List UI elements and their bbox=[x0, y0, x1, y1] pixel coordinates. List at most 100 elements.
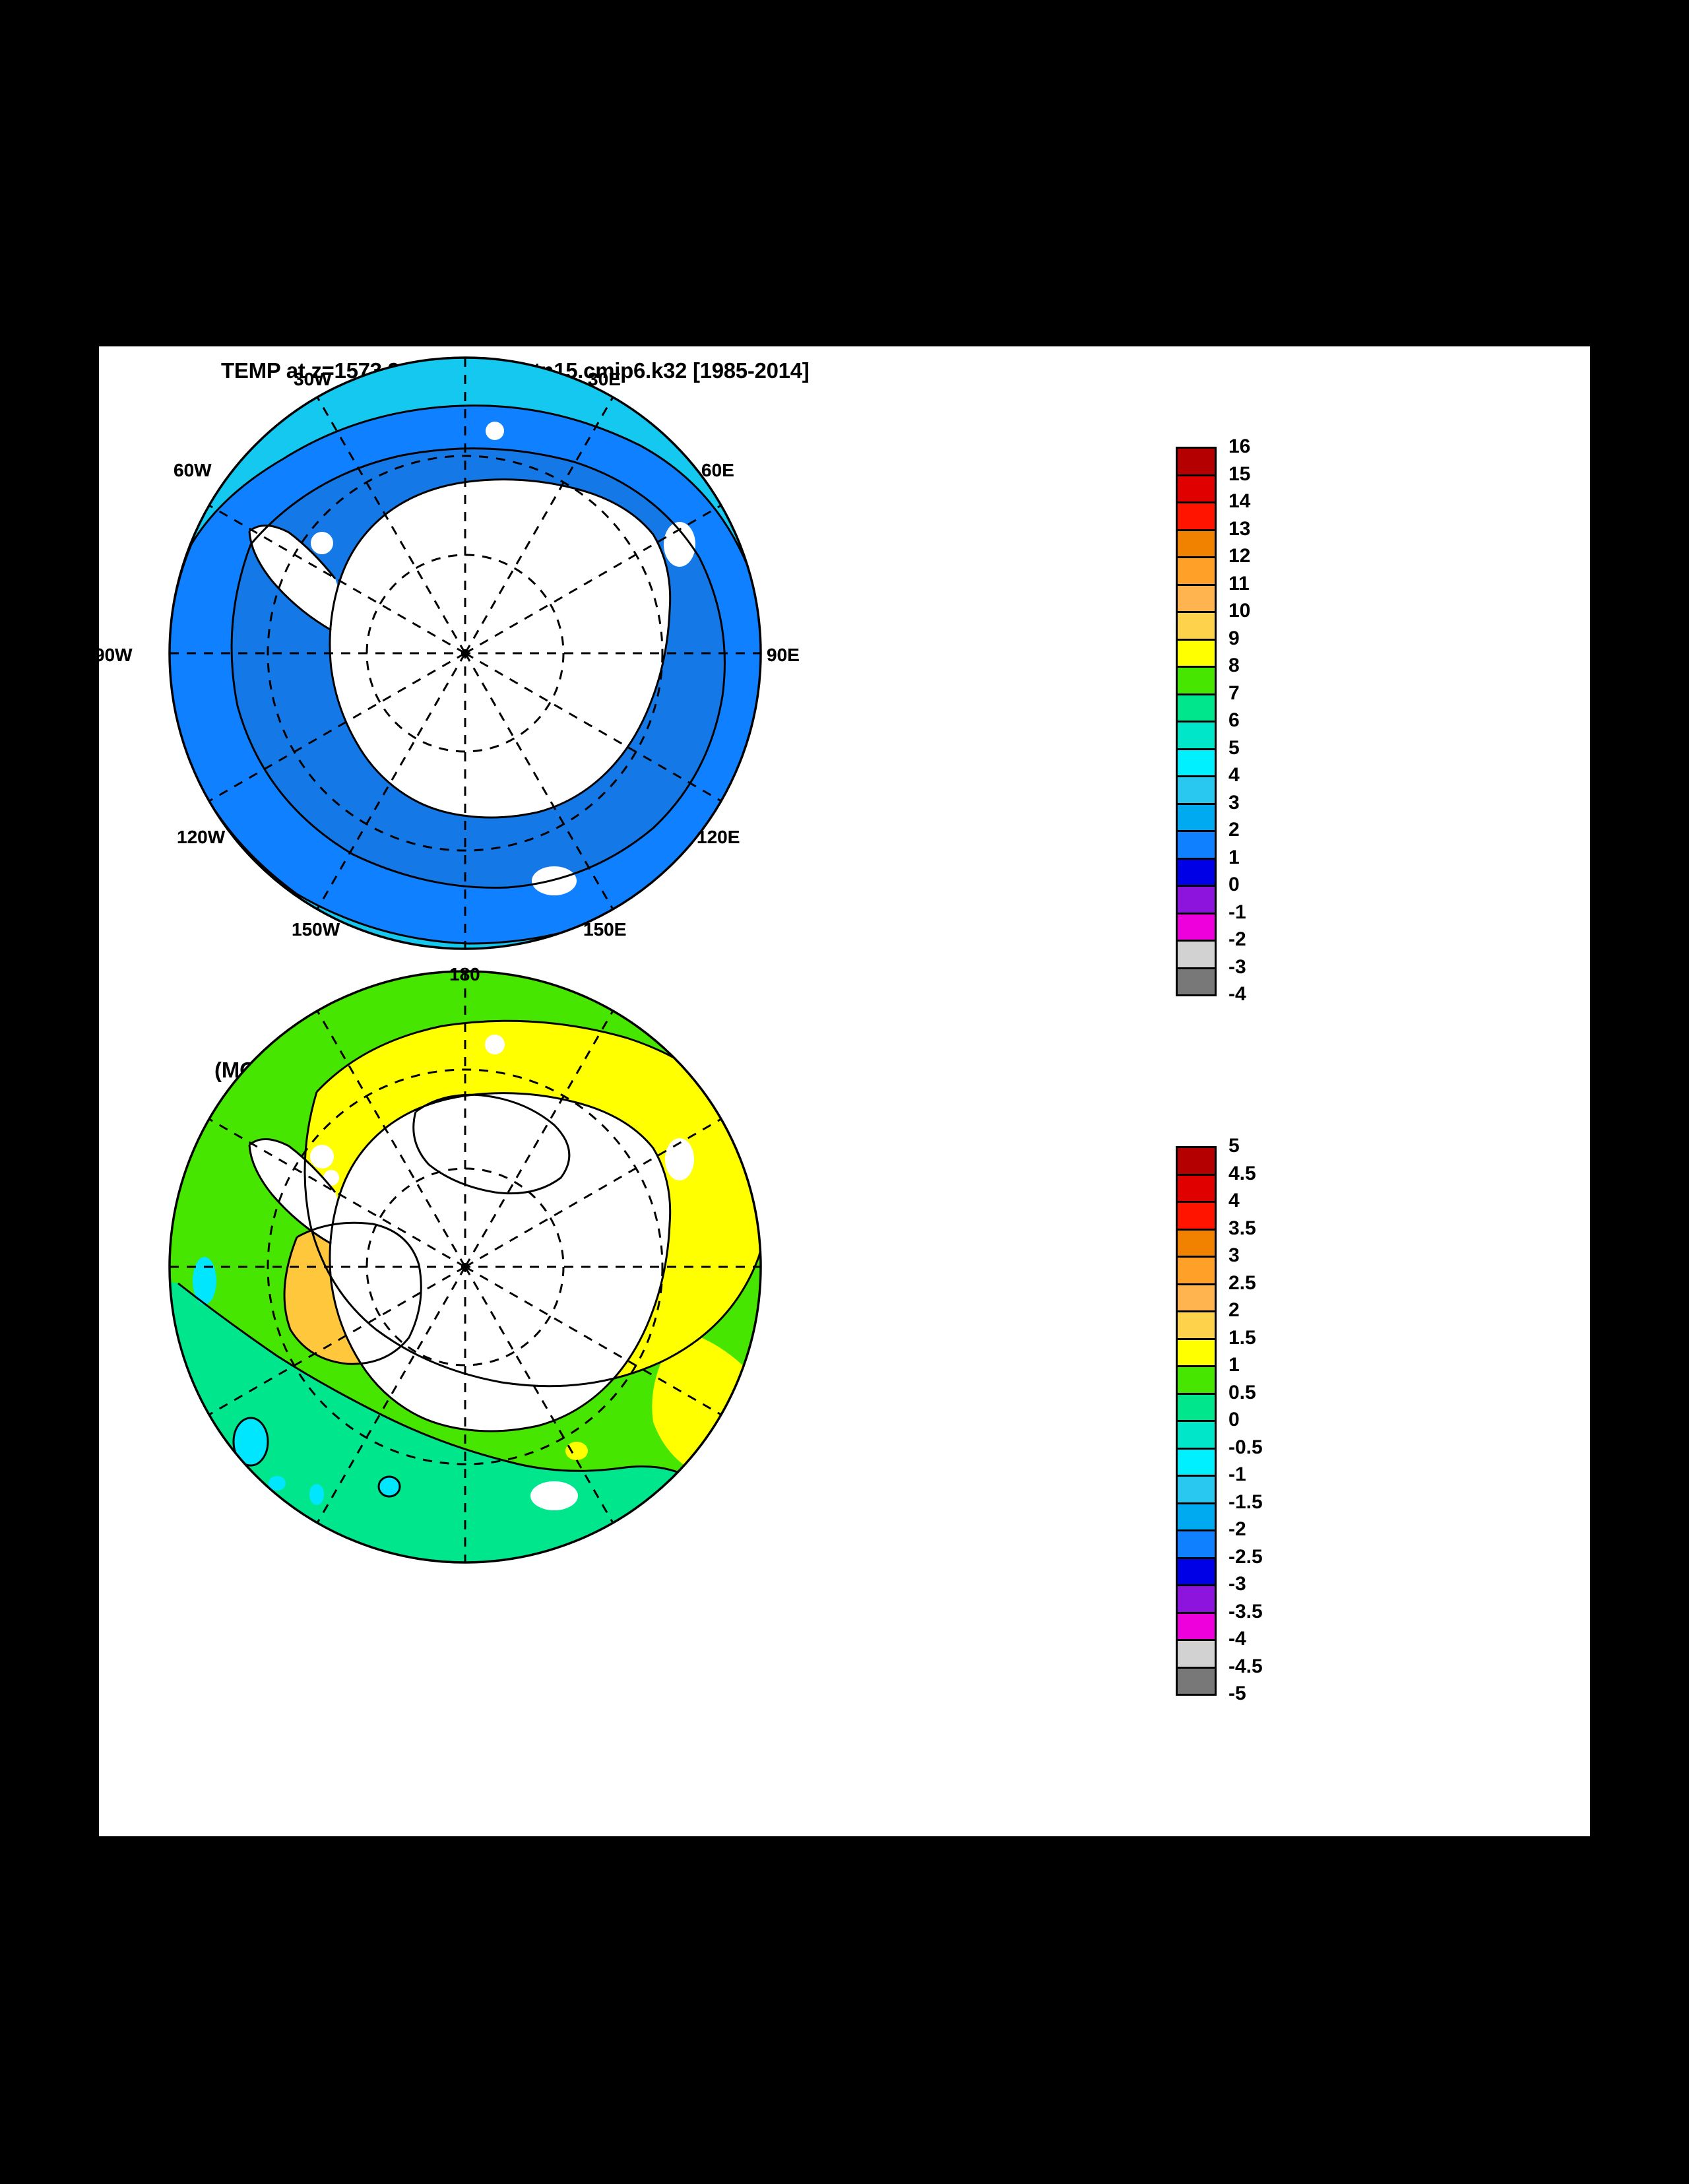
colorbar-diff-swatch-1 bbox=[1176, 1173, 1217, 1203]
colorbar-model-temperature: 16 15 14 13 12 11 10 9 8 7 6 5 4 3 2 1 0 -1 -2 -3 -4 bbox=[1155, 419, 1353, 1046]
lon-label-bottom-150W: 150W bbox=[292, 919, 340, 940]
colorbar-diff-tick-4: 3 bbox=[1228, 1244, 1240, 1266]
colorbar-diff-swatch-19 bbox=[1176, 1666, 1217, 1696]
colorbar-diff-tick-0: 5 bbox=[1228, 1135, 1240, 1157]
lon-label-bottom-90W: 90W bbox=[94, 645, 133, 665]
colorbar-diff-swatch-9 bbox=[1176, 1392, 1217, 1422]
colorbar-temp-tick-20: -4 bbox=[1228, 983, 1246, 1005]
colorbar-temp-tick-8: 8 bbox=[1228, 655, 1240, 676]
colorbar-diff-tick-14: -2 bbox=[1228, 1518, 1246, 1540]
colorbar-temp-tick-13: 3 bbox=[1228, 791, 1240, 814]
colorbar-diff-swatch-7 bbox=[1176, 1337, 1217, 1367]
colorbar-temp-swatch-16 bbox=[1176, 885, 1217, 915]
lon-label-bottom-30W: 30W bbox=[294, 369, 332, 389]
lon-label-bottom-60E: 60E bbox=[701, 460, 734, 480]
map-boundary-top bbox=[168, 356, 762, 950]
colorbar-diff-tick-3: 3.5 bbox=[1228, 1217, 1256, 1239]
colorbar-temp-tick-10: 6 bbox=[1228, 709, 1240, 731]
graticule-top bbox=[170, 358, 761, 949]
colorbar-diff-swatch-13 bbox=[1176, 1502, 1217, 1531]
colorbar-diff-tick-8: 1 bbox=[1228, 1354, 1240, 1376]
lon-label-top-120E: 120E bbox=[697, 827, 740, 847]
colorbar-diff-tick-17: -3.5 bbox=[1228, 1600, 1263, 1622]
colorbar-temp-tick-15: 1 bbox=[1228, 846, 1240, 868]
colorbar-temp-tick-1: 15 bbox=[1228, 463, 1251, 485]
colorbar-diff-swatch-10 bbox=[1176, 1420, 1217, 1450]
lon-label-top-150E: 150E bbox=[583, 919, 627, 940]
colorbar-temp-swatch-14 bbox=[1176, 830, 1217, 860]
lon-label-top-90E: 90E bbox=[767, 645, 800, 665]
colorbar-diff-tick-20: -5 bbox=[1228, 1683, 1246, 1704]
lon-label-top-30W: 30W bbox=[294, 369, 332, 389]
lon-label-bottom-180: 180 bbox=[449, 964, 480, 984]
colorbar-diff-tick-12: -1 bbox=[1228, 1463, 1246, 1485]
colorbar-diff-tick-7: 1.5 bbox=[1228, 1326, 1256, 1349]
colorbar-diff-swatch-5 bbox=[1176, 1283, 1217, 1312]
colorbar-temp-swatch-4 bbox=[1176, 556, 1217, 586]
colorbar-temp-tick-3: 13 bbox=[1228, 517, 1251, 540]
lon-label-top-60W: 60W bbox=[174, 460, 212, 480]
colorbar-diff-tick-19: -4.5 bbox=[1228, 1655, 1263, 1677]
colorbar-temp-tick-11: 5 bbox=[1228, 736, 1240, 759]
colorbar-difference: 5 4.5 4 3.5 3 2.5 2 1.5 1 0.5 0 -0.5 -1 -1.5 -2 -2.5 -3 -… bbox=[1155, 1118, 1353, 1745]
colorbar-temp-tick-9: 7 bbox=[1228, 682, 1240, 704]
lon-label-bottom-60W: 60W bbox=[174, 460, 212, 480]
colorbar-temp-swatch-12 bbox=[1176, 775, 1217, 805]
map-boundary-bottom bbox=[168, 970, 762, 1564]
colorbar-temp-tick-18: -2 bbox=[1228, 928, 1246, 950]
colorbar-temp-swatch-3 bbox=[1176, 529, 1217, 558]
colorbar-diff-tick-10: 0 bbox=[1228, 1409, 1240, 1430]
lon-label-bottom-120E: 120E bbox=[697, 827, 740, 847]
colorbar-temp-tick-4: 12 bbox=[1228, 545, 1251, 567]
lon-label-bottom-30E: 30E bbox=[588, 369, 621, 389]
polar-map-top-svg bbox=[168, 356, 762, 950]
colorbar-diff-swatch-0 bbox=[1176, 1146, 1217, 1176]
colorbar-temp-swatch-17 bbox=[1176, 912, 1217, 942]
colorbar-diff-swatch-4 bbox=[1176, 1256, 1217, 1285]
lon-label-bottom-0: 0 bbox=[457, 319, 468, 339]
colorbar-diff-swatch-16 bbox=[1176, 1584, 1217, 1614]
lon-label-top-0: 0 bbox=[457, 319, 468, 339]
colorbar-temp-swatch-15 bbox=[1176, 857, 1217, 887]
colorbar-diff-tick-15: -2.5 bbox=[1228, 1545, 1263, 1568]
colorbar-temp-tick-16: 0 bbox=[1228, 874, 1240, 895]
colorbar-temp-tick-7: 9 bbox=[1228, 627, 1240, 649]
colorbar-temp-swatch-18 bbox=[1176, 940, 1217, 969]
colorbar-diff-swatch-3 bbox=[1176, 1228, 1217, 1258]
colorbar-temp-swatch-2 bbox=[1176, 501, 1217, 531]
colorbar-diff-swatch-12 bbox=[1176, 1475, 1217, 1504]
colorbar-diff-tick-13: -1.5 bbox=[1228, 1491, 1263, 1513]
colorbar-temp-swatch-11 bbox=[1176, 748, 1217, 777]
colorbar-temp-tick-17: -1 bbox=[1228, 901, 1246, 923]
map-model-minus-obs: 0 30E 60E 90E 120E 150E 180 150W 120W 90… bbox=[94, 319, 831, 1574]
colorbar-diff-tick-16: -3 bbox=[1228, 1573, 1246, 1595]
lon-label-top-60E: 60E bbox=[701, 460, 734, 480]
colorbar-diff-tick-11: -0.5 bbox=[1228, 1436, 1263, 1458]
colorbar-diff-swatch-2 bbox=[1176, 1201, 1217, 1231]
colorbar-temp-tick-0: 16 bbox=[1228, 435, 1251, 457]
colorbar-diff-tick-1: 4.5 bbox=[1228, 1162, 1256, 1184]
colorbar-temp-swatch-10 bbox=[1176, 721, 1217, 750]
colorbar-temp-tick-12: 4 bbox=[1228, 764, 1240, 786]
polar-map-bottom-svg bbox=[168, 970, 762, 1564]
colorbar-temp-tick-5: 11 bbox=[1228, 572, 1250, 594]
colorbar-diff-tick-6: 2 bbox=[1228, 1299, 1240, 1321]
figure-panel: TEMP at z=1573.9m, f09.B-hist.tn15.cmip6… bbox=[94, 319, 1590, 1836]
colorbar-diff-tick-2: 4 bbox=[1228, 1190, 1240, 1211]
colorbar-diff-tick-9: 0.5 bbox=[1228, 1381, 1256, 1403]
colorbar-temp-swatch-8 bbox=[1176, 666, 1217, 695]
lon-label-top-120W: 120W bbox=[177, 827, 226, 847]
colorbar-temp-swatch-9 bbox=[1176, 693, 1217, 723]
colorbar-temp-tick-6: 10 bbox=[1228, 600, 1251, 622]
colorbar-diff-swatch-6 bbox=[1176, 1310, 1217, 1340]
colorbar-diff-tick-5: 2.5 bbox=[1228, 1271, 1256, 1294]
colorbar-temp-swatch-13 bbox=[1176, 802, 1217, 832]
colorbar-temp-tick-19: -3 bbox=[1228, 955, 1246, 978]
lon-label-bottom-120W: 120W bbox=[177, 827, 226, 847]
colorbar-temp-tick-2: 14 bbox=[1228, 490, 1251, 512]
colorbar-temp-swatch-7 bbox=[1176, 638, 1217, 668]
graticule-bottom bbox=[170, 971, 761, 1562]
lon-label-top-30E: 30E bbox=[588, 369, 621, 389]
colorbar-temp-swatch-0 bbox=[1176, 447, 1217, 476]
map-model-temperature: 0 30E 60E 90E 120E 150E 180 150W 120W 90… bbox=[94, 319, 831, 984]
